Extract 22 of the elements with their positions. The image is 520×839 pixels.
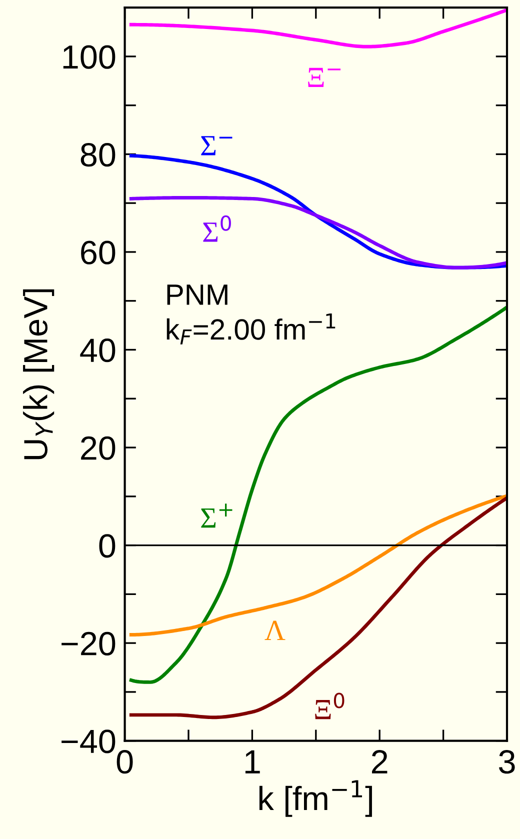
- annotation: k$_{F}$=2.00 fm$^{−1}$: [166, 314, 336, 344]
- series-label: Ξ$^{−}$: [308, 68, 341, 88]
- series-label: Σ$^{0}$: [203, 215, 231, 242]
- annotation: PNM: [167, 284, 228, 305]
- y-tick-label: 0: [99, 534, 116, 558]
- y-tick-label: −40: [62, 730, 116, 754]
- y-tick-label: 100: [63, 45, 116, 69]
- x-tick-label: 0: [116, 750, 133, 774]
- series-label: Λ: [264, 620, 286, 640]
- y-tick-label: 60: [81, 240, 116, 264]
- series-label: Σ$^{−}$: [201, 136, 232, 156]
- series-label: Ξ$^{0}$: [315, 692, 344, 720]
- x-tick-label: 1: [245, 750, 260, 774]
- y-tick-label: 80: [80, 143, 116, 167]
- y-tick-label: −20: [62, 632, 116, 656]
- x-axis-title: k [fm$^{−1}$]: [259, 780, 372, 817]
- y-axis-title: U$_{Y}$(k) [MeV]: [23, 289, 54, 460]
- y-tick-label: 20: [81, 436, 116, 460]
- x-tick-label: 2: [372, 750, 388, 774]
- series-label: Σ$^{+}$: [201, 504, 232, 528]
- x-tick-label: 3: [499, 750, 515, 774]
- y-tick-label: 40: [80, 338, 116, 362]
